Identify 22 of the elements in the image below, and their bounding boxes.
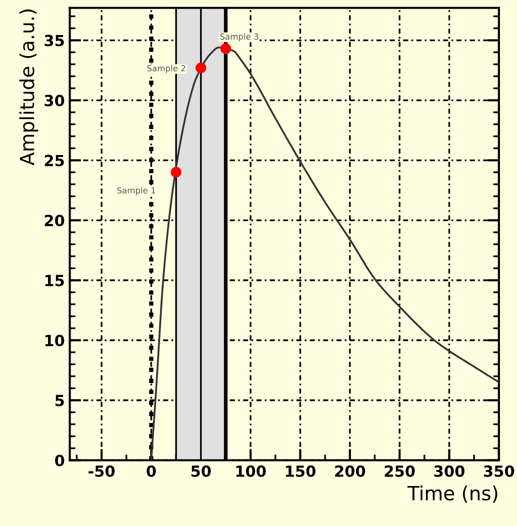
y-tick-label: 5 [55, 394, 64, 406]
x-tick-label: 300 [434, 465, 464, 477]
annotation: Sample 1 [117, 187, 156, 196]
y-axis-title: Amplitude (a.u.) [19, 10, 38, 166]
y-tick-label: 10 [45, 334, 64, 346]
y-tick-label: 15 [45, 274, 64, 286]
y-tick-label: 35 [44, 34, 64, 46]
x-axis-title: Time (ns) [407, 485, 498, 503]
x-tick-label: -50 [88, 465, 115, 477]
y-tick-label: 25 [44, 154, 64, 166]
annotation: Sample 3 [220, 33, 258, 42]
y-tick-label: 0 [55, 454, 64, 466]
x-tick-label: 350 [484, 465, 514, 477]
x-tick-label: 200 [335, 465, 366, 477]
annotation: Sample 2 [147, 64, 186, 73]
x-tick-label: 0 [146, 465, 156, 477]
x-tick-label: 250 [384, 465, 415, 477]
y-tick-label: 20 [44, 214, 64, 226]
x-tick-label: 50 [191, 465, 211, 477]
y-tick-label: 30 [44, 94, 64, 106]
x-tick-label: 150 [286, 465, 316, 477]
x-tick-label: 100 [236, 465, 266, 477]
